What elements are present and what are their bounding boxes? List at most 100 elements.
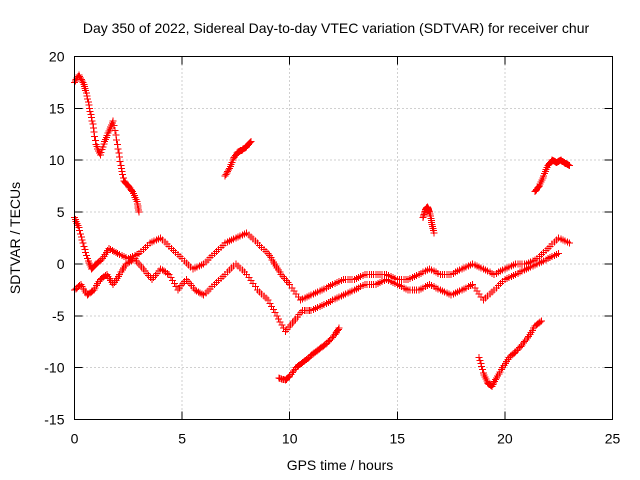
data-point-main-band-lower [198, 290, 206, 298]
y-tick-label: -5 [52, 308, 65, 324]
data-point-main-band-lower [165, 270, 173, 278]
chart-title: Day 350 of 2022, Sidereal Day-to-day VTE… [83, 20, 590, 36]
data-point-main-band-lower [275, 315, 283, 323]
x-tick-label: 0 [71, 431, 79, 447]
data-point-early-decay-arc [114, 145, 122, 153]
data-point-early-decay-arc [89, 124, 97, 132]
data-point-arc-near-16h [430, 229, 438, 237]
data-point-early-decay-arc [86, 107, 94, 115]
data-point-lower-arc-19-22h [479, 366, 487, 374]
data-point-main-band-lower [268, 302, 276, 310]
data-point-lower-arc-19-22h [490, 379, 498, 387]
data-point-lower-arc-19-22h [477, 359, 485, 367]
axis-layer [74, 56, 613, 420]
y-tick-label: 15 [49, 100, 65, 116]
data-point-early-decay-arc [119, 171, 127, 179]
data-point-main-band-upper [75, 224, 83, 232]
data-point-main-band-upper [565, 239, 573, 247]
data-point-arc-near-7h [222, 170, 230, 178]
data-point-early-decay-arc [84, 95, 92, 103]
data-point-main-band-lower [273, 312, 281, 320]
data-point-lower-arc-19-22h [489, 381, 497, 389]
data-point-main-band-upper [83, 252, 91, 260]
grid-layer [74, 56, 613, 420]
data-point-lower-arc-19-22h [488, 382, 496, 390]
data-point-early-decay-arc [76, 73, 84, 81]
x-axis-label: GPS time / hours [287, 457, 394, 473]
data-point-early-decay-arc [135, 208, 143, 216]
data-point-lower-arc-19-22h [475, 353, 483, 361]
data-point-arc-near-7h [221, 172, 229, 180]
y-tick-label: 10 [49, 152, 65, 168]
y-tick-label: -10 [44, 360, 64, 376]
data-point-early-decay-arc [118, 168, 126, 176]
x-tick-label: 5 [178, 431, 186, 447]
data-point-early-decay-arc [90, 128, 98, 136]
data-point-early-decay-arc [88, 114, 96, 122]
x-tick-label: 15 [390, 431, 406, 447]
data-point-lower-arc-19-22h [476, 356, 484, 364]
data-point-early-decay-arc [82, 89, 90, 97]
y-tick-label: -15 [44, 412, 64, 428]
data-point-main-band-lower [163, 269, 171, 277]
data-point-early-decay-arc [91, 132, 99, 140]
data-point-early-decay-arc [117, 165, 125, 173]
data-point-lower-arc-19-22h [478, 363, 486, 371]
data-point-lower-arc-10-12h [335, 324, 343, 332]
data-point-early-decay-arc [114, 141, 122, 149]
data-point-arc-near-7h [224, 167, 232, 175]
data-point-early-decay-arc [91, 137, 99, 145]
data-point-main-band-lower [129, 256, 137, 264]
data-point-early-decay-arc [78, 77, 86, 85]
data-point-main-band-lower [170, 280, 178, 288]
data-point-arc-near-7h [247, 138, 255, 146]
data-point-main-band-lower [266, 299, 274, 307]
x-tick-label: 25 [605, 431, 621, 447]
data-point-main-band-lower [269, 306, 277, 314]
data-point-early-decay-arc [128, 186, 136, 194]
data-point-early-decay-arc [116, 157, 124, 165]
data-point-main-band-upper [77, 230, 85, 238]
data-point-lower-arc-19-22h [491, 377, 499, 385]
data-point-main-band-lower [172, 283, 180, 291]
data-point-arc-near-22h [565, 161, 573, 169]
data-point-early-decay-arc [115, 153, 123, 161]
data-point-early-decay-arc [77, 76, 85, 84]
data-point-early-decay-arc [86, 104, 94, 112]
data-point-early-decay-arc [112, 131, 120, 139]
data-point-main-band-upper [80, 242, 88, 250]
tick-layer: 0 5 10 15 20 25 -15 -10 -5 0 5 10 15 20 [44, 49, 620, 447]
y-tick-label: 0 [57, 256, 65, 272]
data-point-early-decay-arc [110, 122, 118, 130]
data-point-lower-arc-19-22h [491, 376, 499, 384]
data-point-arc-near-7h [225, 166, 233, 174]
data-point-early-decay-arc [113, 136, 121, 144]
data-point-lower-arc-19-22h [537, 317, 545, 325]
y-tick-label: 20 [49, 49, 65, 65]
data-point-arc-near-7h [223, 169, 231, 177]
data-point-lower-arc-10-12h [284, 374, 292, 382]
data-point-early-decay-arc [89, 120, 97, 128]
data-point-main-band-upper [78, 236, 86, 244]
data-point-main-band-lower [280, 324, 288, 332]
data-point-main-band-lower [278, 321, 286, 329]
data-point-main-band-lower [169, 277, 177, 285]
data-point-early-decay-arc [111, 126, 119, 134]
data-point-main-band-lower [555, 250, 563, 258]
data-point-main-band-lower [276, 318, 284, 326]
data-point-early-decay-arc [75, 71, 83, 79]
data-point-main-band-upper [79, 239, 87, 247]
data-point-early-decay-arc [88, 117, 96, 125]
data-point-early-decay-arc [83, 92, 91, 100]
data-point-main-band-upper [82, 249, 90, 257]
data-point-main-band-upper [76, 227, 84, 235]
data-point-early-decay-arc [71, 77, 79, 85]
data-point-early-decay-arc [85, 101, 93, 109]
x-tick-label: 20 [497, 431, 513, 447]
data-point-lower-arc-19-22h [523, 334, 531, 342]
data-point-main-band-upper [77, 233, 85, 241]
data-point-early-decay-arc [115, 149, 123, 157]
data-point-main-band-lower [167, 273, 175, 281]
